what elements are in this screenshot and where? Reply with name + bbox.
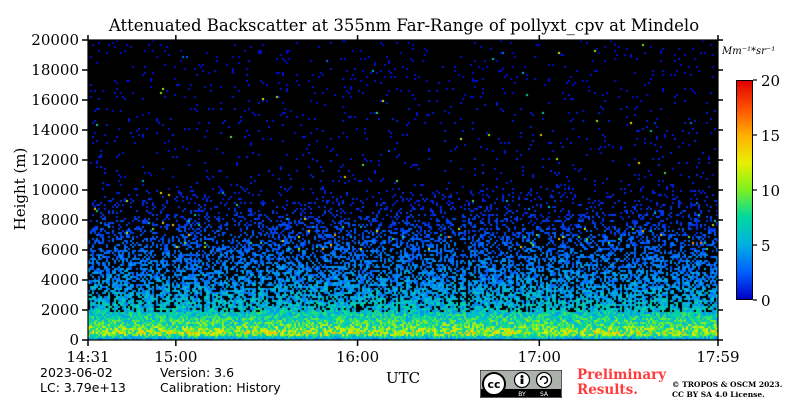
calibration-label: Calibration: History (160, 380, 281, 395)
copyright-line-1: © TROPOS & OSCM 2023. (672, 380, 783, 389)
colorbar (736, 80, 753, 300)
y-tick-label: 4000 (41, 271, 79, 289)
colorbar-unit-label: Mm⁻¹*sr⁻¹ (722, 46, 776, 57)
x-axis: 14:31 15:00 16:00 17:00 17:59 (66, 35, 740, 366)
colorbar-tick-label: 5 (761, 237, 771, 255)
y-tick-label: 20000 (31, 31, 79, 49)
colorbar-ticks: 0 5 10 15 20 (753, 72, 780, 310)
preliminary-results-note: Preliminary Results. (577, 368, 666, 398)
lc-label: LC: 3.79e+13 (40, 380, 126, 395)
colorbar-tick-label: 0 (761, 292, 771, 310)
cc-by-text: BY (518, 391, 526, 398)
x-tick-label: 17:59 (696, 348, 739, 366)
plot-area (87, 39, 719, 341)
svg-text:cc: cc (487, 378, 500, 391)
y-tick-label: 0 (69, 331, 79, 349)
backscatter-heatmap (88, 40, 718, 340)
cc-sa-text: SA (540, 391, 549, 398)
date-label: 2023-06-02 (40, 365, 113, 380)
y-tick-label: 2000 (41, 301, 79, 319)
y-axis: 0 2000 4000 6000 8000 10000 12000 14000 16000 180… (31, 31, 723, 349)
x-tick-label: 17:00 (518, 348, 561, 366)
colorbar-tick-label: 10 (761, 182, 780, 200)
x-tick-label: 15:00 (154, 348, 197, 366)
y-tick-label: 8000 (41, 211, 79, 229)
y-tick-label: 14000 (31, 121, 79, 139)
results-text: Results. (577, 382, 638, 398)
chart-title: Attenuated Backscatter at 355nm Far-Rang… (108, 16, 700, 35)
y-tick-label: 10000 (31, 181, 79, 199)
version-label: Version: 3.6 (160, 365, 235, 380)
y-tick-label: 12000 (31, 151, 79, 169)
x-tick-label: 16:00 (336, 348, 379, 366)
x-axis-label: UTC (386, 369, 421, 387)
colorbar-tick-label: 20 (761, 72, 780, 90)
preliminary-text: Preliminary (577, 367, 667, 383)
y-tick-label: 6000 (41, 241, 79, 259)
x-tick-label: 14:31 (66, 348, 109, 366)
y-tick-label: 16000 (31, 91, 79, 109)
cc-by-sa-license-icon: cc BY SA (480, 370, 562, 398)
copyright-note: © TROPOS & OSCM 2023. CC BY SA 4.0 Licen… (672, 380, 782, 400)
y-tick-label: 18000 (31, 61, 79, 79)
y-axis-label: Height (m) (11, 147, 29, 231)
copyright-line-2: CC BY SA 4.0 License. (672, 390, 765, 399)
colorbar-tick-label: 15 (761, 127, 780, 145)
